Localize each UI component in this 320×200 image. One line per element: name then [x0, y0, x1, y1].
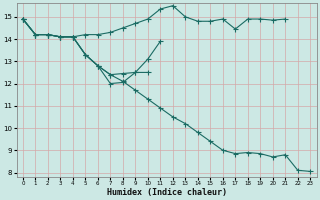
X-axis label: Humidex (Indice chaleur): Humidex (Indice chaleur) [107, 188, 227, 197]
